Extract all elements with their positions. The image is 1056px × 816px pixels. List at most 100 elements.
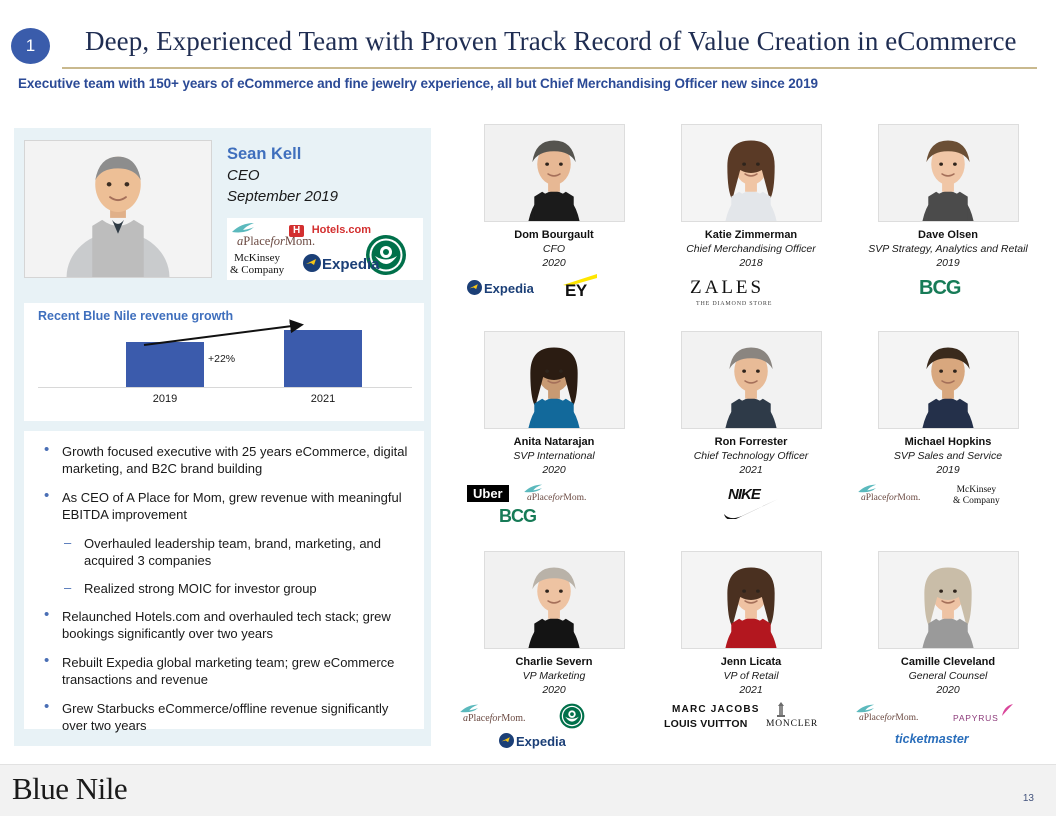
team-member-logo-strip: ZALES THE DIAMOND STORE [652, 274, 850, 332]
ceo-portrait-illustration [25, 141, 211, 277]
bcg-logo: BCG [499, 506, 537, 526]
team-member-avatar [483, 124, 625, 222]
apfm-logo: aPlaceforMom. [237, 234, 316, 248]
ceo-logo-strip: aPlaceforMom. H Hotels.com McKinsey & Co… [227, 218, 423, 280]
expedia-logo-text: Expedia [484, 281, 534, 296]
team-member-logo-strip: MARC JACOBS LOUIS VUITTON MONCLER [652, 701, 850, 759]
bullet-item: Rebuilt Expedia global marketing team; g… [38, 652, 408, 688]
team-member-avatar [680, 124, 822, 222]
bullet-text: Relaunched Hotels.com and overhauled tec… [62, 609, 391, 641]
team-member-role: SVP International [513, 450, 595, 462]
mckinsey-logo: McKinsey & Company [230, 252, 285, 276]
page-subtitle: Executive team with 150+ years of eComme… [18, 76, 818, 91]
team-member-name: Dave Olsen [918, 229, 978, 241]
chart-bar-2021 [284, 330, 362, 387]
uber-logo: Uber [467, 485, 509, 502]
apfm-logo: aPlaceforMom. [463, 713, 526, 724]
team-member-name: Jenn Licata [720, 656, 782, 668]
moncler-logo: MONCLER [766, 719, 819, 729]
mckinsey-logo: McKinsey & Company [953, 485, 1000, 506]
apfm-logo: aPlaceforMom. [861, 493, 921, 503]
bullet-item: Relaunched Hotels.com and overhauled tec… [38, 606, 408, 642]
bullet-text: Grew Starbucks eCommerce/offline revenue… [62, 701, 389, 733]
team-member-name: Anita Natarajan [513, 436, 595, 448]
nike-wordmark: NIKE [728, 486, 761, 503]
chart-growth-annotation: +22% [208, 353, 236, 365]
page-number: 13 [1022, 793, 1034, 804]
apfm-bird-icon [858, 484, 877, 493]
chart-tick-2019: 2019 [152, 393, 178, 405]
team-member-logo-strip: Uber aPlaceforMom. BCG [455, 481, 653, 539]
team-member-avatar [877, 331, 1019, 429]
page-title: Deep, Experienced Team with Proven Track… [85, 26, 1017, 56]
hotels-logo: H Hotels.com [289, 221, 371, 237]
team-member-role: SVP Strategy, Analytics and Retail [868, 243, 1028, 255]
papyrus-leaf-icon [1002, 704, 1013, 716]
team-member-logo-strip: aPlaceforMom. PAPYRUS ticketmaster [849, 701, 1047, 759]
team-member-year: 2020 [542, 684, 566, 696]
team-member-card: Katie Zimmerman Chief Merchandising Offic… [652, 124, 850, 332]
bullets-host: Growth focused executive with 25 years e… [38, 441, 408, 734]
ey-beam-icon [563, 274, 597, 286]
ticketmaster-logo: ticketmaster [895, 732, 969, 746]
team-member-logo-strip: BCG [849, 274, 1047, 332]
slide-footer: Blue Nile 13 [0, 764, 1056, 816]
starbucks-logo-icon [366, 235, 406, 275]
bullet-text: Growth focused executive with 25 years e… [62, 444, 408, 476]
team-member-logo-strip: NIKE [652, 481, 850, 539]
team-member-role: General Counsel [908, 670, 988, 682]
ceo-highlights-list: Growth focused executive with 25 years e… [24, 431, 424, 733]
apfm-bird-icon [460, 704, 479, 713]
team-member-year: 2021 [739, 464, 763, 476]
team-member-card: Anita Natarajan SVP International 2020 Uber… [455, 331, 653, 539]
apfm-logo: aPlaceforMom. [527, 493, 587, 503]
apfm-bird-icon [856, 704, 875, 713]
team-member-year: 2019 [936, 257, 960, 269]
team-member-name: Katie Zimmerman [704, 229, 798, 241]
team-member-card: Jenn Licata VP of Retail 2021 MARC JACOBS LO… [652, 551, 850, 759]
team-member-role: VP Marketing [522, 670, 586, 682]
chart-bar-2019 [126, 342, 204, 387]
starbucks-logo-icon [559, 703, 585, 729]
team-member-year: 2020 [936, 684, 960, 696]
team-member-card: Charlie Severn VP Marketing 2020 aPlaceforM… [455, 551, 653, 759]
ceo-role: CEO [227, 167, 260, 184]
team-member-avatar [877, 551, 1019, 649]
team-member-logo-strip: aPlaceforMom. Expedia [455, 701, 653, 759]
team-member-year: 2021 [739, 684, 763, 696]
team-member-name: Camille Cleveland [900, 656, 996, 668]
chart-tick-2021: 2021 [310, 393, 336, 405]
team-member-year: 2018 [739, 257, 763, 269]
louis-vuitton-logo: LOUIS VUITTON [664, 718, 748, 730]
bullet-item: As CEO of A Place for Mom, grew revenue … [38, 487, 408, 523]
revenue-growth-chart: Recent Blue Nile revenue growth 2019 202… [24, 303, 424, 421]
sub-bullet-item: Realized strong MOIC for investor group [60, 580, 408, 597]
zales-logo: ZALES [690, 277, 765, 298]
sub-bullet-item: Overhauled leadership team, brand, marke… [60, 535, 408, 569]
moncler-crest-icon [777, 702, 785, 717]
team-member-name: Dom Bourgault [514, 229, 594, 241]
expedia-logo-text: Expedia [322, 256, 380, 273]
bullet-item: Grew Starbucks eCommerce/offline revenue… [38, 698, 408, 734]
team-member-role: Chief Technology Officer [693, 450, 809, 462]
ceo-info: Sean Kell CEO September 2019 [227, 144, 427, 207]
chart-title: Recent Blue Nile revenue growth [38, 309, 234, 323]
bullet-item: Growth focused executive with 25 years e… [38, 441, 408, 477]
team-member-avatar [680, 331, 822, 429]
ceo-profile-panel: Sean Kell CEO September 2019 aPlaceforMo… [14, 128, 431, 746]
team-member-role: VP of Retail [723, 670, 779, 682]
sub-bullet-text: Overhauled leadership team, brand, marke… [84, 536, 382, 568]
apfm-logo: aPlaceforMom. [859, 713, 919, 723]
team-member-name: Michael Hopkins [904, 436, 992, 448]
slide-header: 1 Deep, Experienced Team with Proven Tra… [0, 0, 1056, 91]
ceo-header-row: Sean Kell CEO September 2019 aPlaceforMo… [24, 140, 427, 280]
apfm-bird-icon [232, 223, 254, 233]
ey-logo: EY [565, 281, 587, 300]
papyrus-logo: PAPYRUS [953, 713, 999, 723]
apfm-bird-icon [524, 484, 543, 493]
expedia-logo-icon [303, 254, 321, 272]
team-member-role: CFO [542, 243, 566, 255]
team-member-name: Ron Forrester [714, 436, 788, 448]
expedia-logo-icon [467, 280, 482, 295]
